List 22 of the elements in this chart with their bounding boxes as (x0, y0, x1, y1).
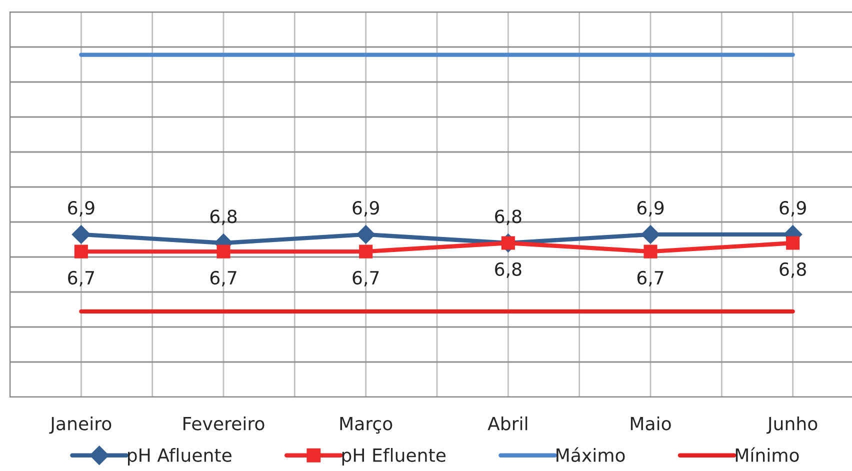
data-label: 6,7 (68, 270, 94, 286)
data-label: 6,7 (210, 270, 236, 286)
data-label: 6,7 (352, 270, 379, 286)
x-tick-label: Abril (488, 416, 528, 430)
legend-label: pH Afluente (128, 448, 232, 466)
legend-label: pH Efluente (342, 448, 446, 466)
data-label: 6,8 (495, 262, 522, 278)
x-tick-label: Janeiro (49, 416, 112, 434)
data-label: 6,9 (637, 201, 664, 217)
legend-label: Máximo (556, 447, 625, 462)
x-tick-label: Junho (766, 416, 818, 434)
data-label: 6,8 (780, 262, 806, 278)
x-tick-label: Maio (630, 416, 671, 430)
x-tick-label: Fevereiro (184, 416, 264, 430)
data-label: 6,9 (352, 201, 379, 217)
x-tick-label: Março (340, 417, 392, 434)
legend-label: Mínimo (736, 447, 799, 462)
data-label: 6,9 (68, 201, 94, 217)
data-label: 6,8 (495, 210, 522, 226)
data-label: 6,7 (637, 270, 664, 286)
data-label: 6,9 (780, 201, 806, 217)
data-label: 6,8 (210, 210, 237, 226)
